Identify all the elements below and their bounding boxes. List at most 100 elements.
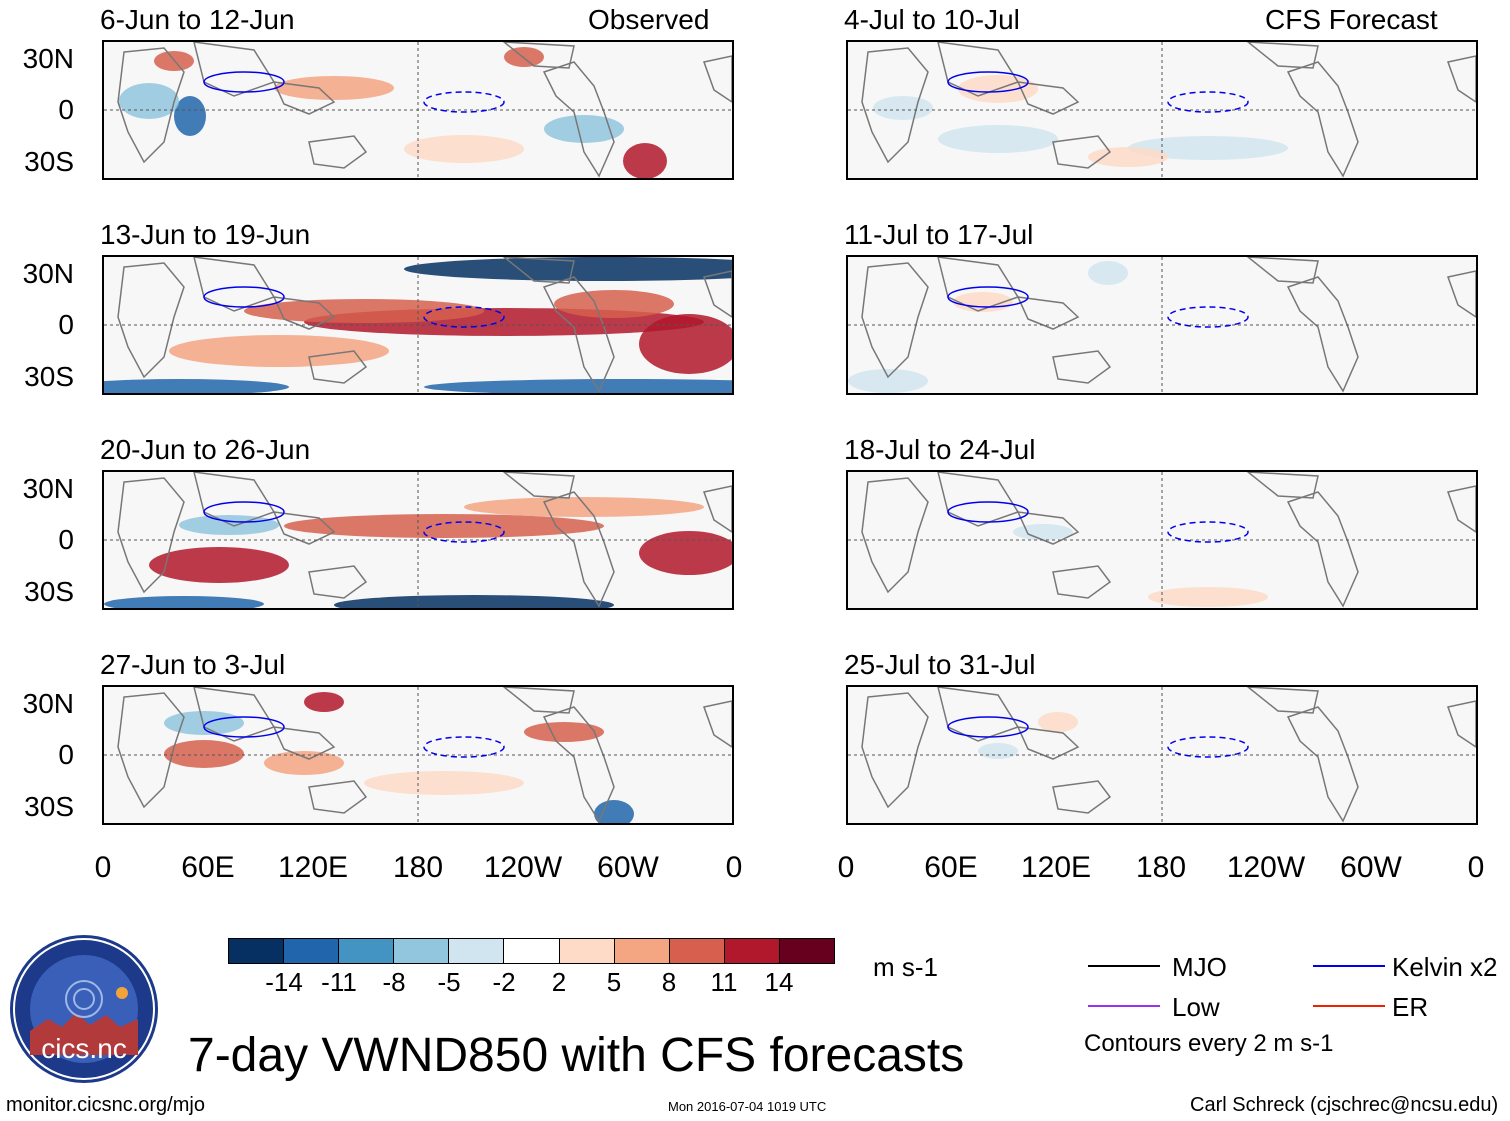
coastline (1246, 42, 1319, 69)
kelvin-contour-negative (423, 306, 505, 328)
coastline (308, 565, 368, 599)
colorbar-tick-label: -5 (437, 967, 461, 997)
colorbar-swatch (614, 939, 670, 963)
map-panel-fcst-1 (846, 40, 1478, 180)
map-panel-fcst-3 (846, 470, 1478, 610)
coastline (272, 81, 336, 115)
kelvin-contour (947, 71, 1029, 93)
lon-label: 60E (181, 851, 235, 884)
anomaly-shading (149, 547, 289, 583)
coastline (1052, 135, 1112, 169)
lon-label: 60W (1340, 851, 1402, 884)
kelvin-contour (203, 716, 285, 738)
colorbar-swatch (449, 939, 505, 963)
figure-title: 7-day VWND850 with CFS forecasts (188, 1029, 965, 1082)
coastline (1052, 780, 1112, 814)
colorbar-tick-label: -14 (265, 967, 303, 997)
coastline (193, 42, 276, 97)
coastline (1447, 700, 1476, 748)
map-graphic (104, 472, 732, 608)
anomaly-shading (504, 47, 544, 67)
coastline (308, 780, 368, 814)
legend-line-low (1088, 1005, 1160, 1007)
coastline (193, 257, 276, 312)
lat-label-30s: 30S (24, 576, 74, 607)
lon-label: 0 (1467, 851, 1485, 884)
coastline (1052, 350, 1112, 384)
kelvin-contour-negative (423, 521, 505, 543)
lon-label: 60E (924, 851, 978, 884)
colorbar-tick-label: 11 (710, 967, 738, 997)
panel-title-obs-2: 13-Jun to 19-Jun (100, 219, 311, 250)
map-panel-obs-4 (102, 685, 734, 825)
coastline (193, 687, 276, 742)
coastline (308, 350, 368, 384)
coastline (861, 692, 929, 809)
lat-label-30n: 30N (22, 258, 74, 289)
lat-label-30n: 30N (22, 43, 74, 74)
map-graphic (848, 472, 1476, 608)
legend-line-mjo (1088, 965, 1160, 967)
coastline (1016, 296, 1080, 330)
logo-text: cics.nc (41, 1033, 127, 1064)
map-graphic (104, 257, 732, 393)
coastline (703, 485, 732, 533)
coastline (937, 687, 1020, 742)
anomaly-shading (404, 135, 524, 163)
panel-title-fcst-4: 25-Jul to 31-Jul (844, 649, 1036, 680)
lat-label-0: 0 (58, 309, 74, 340)
coastline (861, 47, 929, 164)
coastline (193, 472, 276, 527)
anomaly-shading (594, 800, 634, 823)
cics-logo: cics.nc (10, 935, 158, 1083)
kelvin-contour (203, 71, 285, 93)
anomaly-shading (1013, 524, 1073, 540)
anomaly-shading (554, 290, 674, 318)
colorbar-swatch (284, 939, 340, 963)
cics-logo-graphic (13, 938, 155, 1080)
colorbar-tick-label: 8 (661, 967, 677, 997)
lon-label: 120W (483, 851, 563, 884)
colorbar-swatch (779, 939, 835, 963)
anomaly-shading (119, 83, 179, 119)
coastline (1246, 687, 1319, 714)
coastline (1286, 706, 1359, 823)
footer-url[interactable]: monitor.cicsnc.org/mjo (6, 1094, 205, 1116)
coastline (502, 687, 575, 714)
kelvin-contour (947, 286, 1029, 308)
coastline (117, 692, 185, 809)
coastline (861, 477, 929, 594)
lat-label-30n: 30N (22, 473, 74, 504)
kelvin-contour (203, 501, 285, 523)
legend-label-kelvin: Kelvin x2 (1392, 952, 1498, 982)
colorbar-tick-label: -2 (492, 967, 516, 997)
kelvin-contour-negative (1167, 91, 1249, 113)
coastline (502, 42, 575, 69)
map-panel-fcst-2 (846, 255, 1478, 395)
map-panel-obs-2 (102, 255, 734, 395)
lat-label-0: 0 (58, 94, 74, 125)
panel-title-fcst-2: 11-Jul to 17-Jul (844, 219, 1034, 250)
anomaly-shading (164, 711, 244, 735)
coastline (1447, 55, 1476, 103)
anomaly-shading (623, 143, 667, 178)
anomaly-shading (364, 771, 524, 795)
map-graphic (848, 257, 1476, 393)
coastline (542, 276, 615, 393)
lat-label-30n: 30N (22, 688, 74, 719)
coastline (1016, 511, 1080, 545)
coastline (937, 472, 1020, 527)
kelvin-contour-negative (1167, 521, 1249, 543)
colorbar-swatch (229, 939, 285, 963)
anomaly-shading (284, 514, 604, 538)
coastline (861, 262, 929, 379)
anomaly-shading (1088, 261, 1128, 285)
lat-label-30s: 30S (24, 146, 74, 177)
anomaly-shading (639, 531, 732, 575)
panel-title-obs-1: 6-Jun to 12-Jun (100, 4, 295, 35)
colorbar-swatch (339, 939, 395, 963)
map-graphic (848, 687, 1476, 823)
kelvin-contour (947, 501, 1029, 523)
map-graphic (104, 687, 732, 823)
footer-credit: Carl Schreck (cjschrec@ncsu.edu) (1190, 1094, 1499, 1116)
